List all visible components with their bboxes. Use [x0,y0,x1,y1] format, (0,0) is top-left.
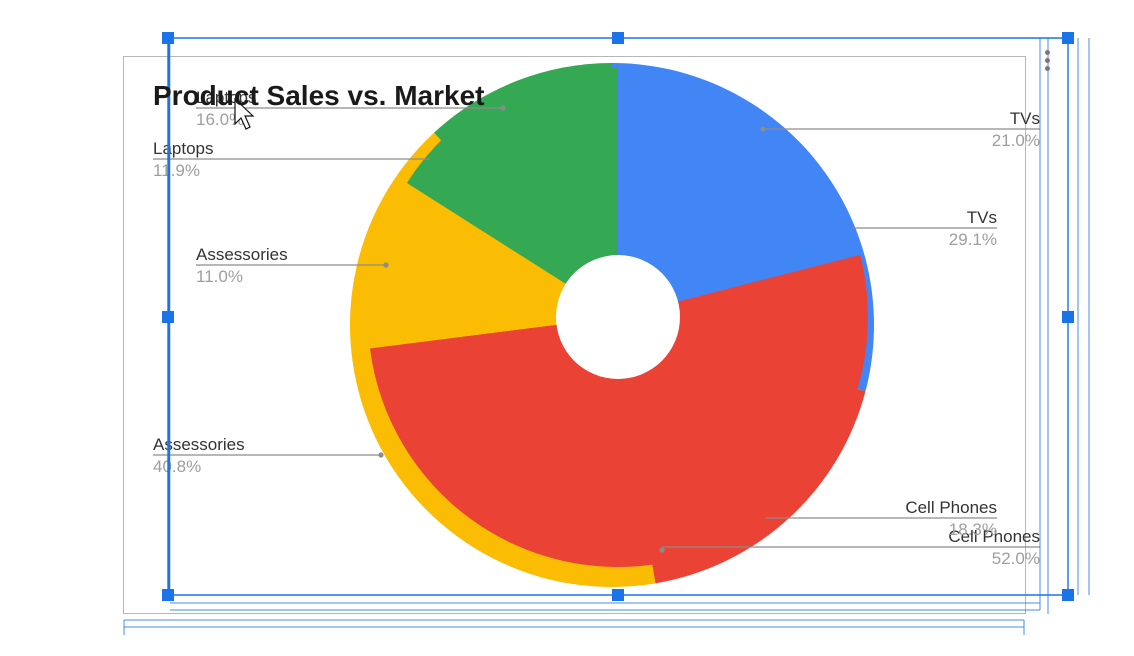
slice-label-0-assessories: Assessories [196,245,288,264]
resize-handle[interactable] [1062,311,1074,323]
pie-slice-0-tvs[interactable] [618,67,861,317]
pie-slice-0-laptops[interactable] [406,67,618,317]
more-vert-icon[interactable] [1042,50,1052,76]
slice-label-0-tvs: TVs [1010,109,1040,128]
resize-handle[interactable] [1062,32,1074,44]
selection-overlay[interactable] [123,32,1090,635]
leader-dot-0-laptops [500,105,506,111]
slice-label-1-tvs: TVs [967,208,997,227]
slice-label-1-cell-phones: Cell Phones [905,498,997,517]
resize-handle[interactable] [162,589,174,601]
donut-hole [556,255,680,379]
slice-label-0-cell-phones: Cell Phones [948,527,1040,546]
resize-handle[interactable] [162,311,174,323]
labels-layer: TVs 21.0% Cell Phones 52.0% Assessories 11.0%… [153,88,1040,568]
leader-dot-1-assessories [378,452,384,458]
resize-handle[interactable] [1062,589,1074,601]
slice-percent-1-cell-phones: 18.3% [949,520,997,539]
leader-dot-0-cell-phones [659,547,665,553]
slice-percent-0-tvs: 21.0% [992,131,1040,150]
leader-dot-0-tvs [760,126,766,132]
slice-label-1-laptops: Laptops [153,139,214,158]
leader-dot-0-assessories [383,262,389,268]
resize-handle[interactable] [162,32,174,44]
slice-percent-1-laptops: 11.9% [153,161,200,180]
slice-percent-1-assessories: 40.8% [153,457,201,476]
chart-title: Product Sales vs. Market [153,80,485,111]
slice-label-1-assessories: Assessories [153,435,245,454]
mouse-cursor-icon [234,97,255,130]
pie-slice-0-assessories[interactable] [368,183,618,349]
pie-slice-0-cell-phones[interactable] [369,254,868,567]
resize-handle[interactable] [612,589,624,601]
resize-handle[interactable] [612,32,624,44]
slice-percent-0-assessories: 11.0% [196,267,243,286]
slice-percent-0-cell-phones: 52.0% [992,549,1040,568]
slice-percent-1-tvs: 29.1% [949,230,997,249]
slice-percent-0-laptops: 16.0% [196,110,244,129]
slice-label-0-laptops: Laptops [196,88,257,107]
